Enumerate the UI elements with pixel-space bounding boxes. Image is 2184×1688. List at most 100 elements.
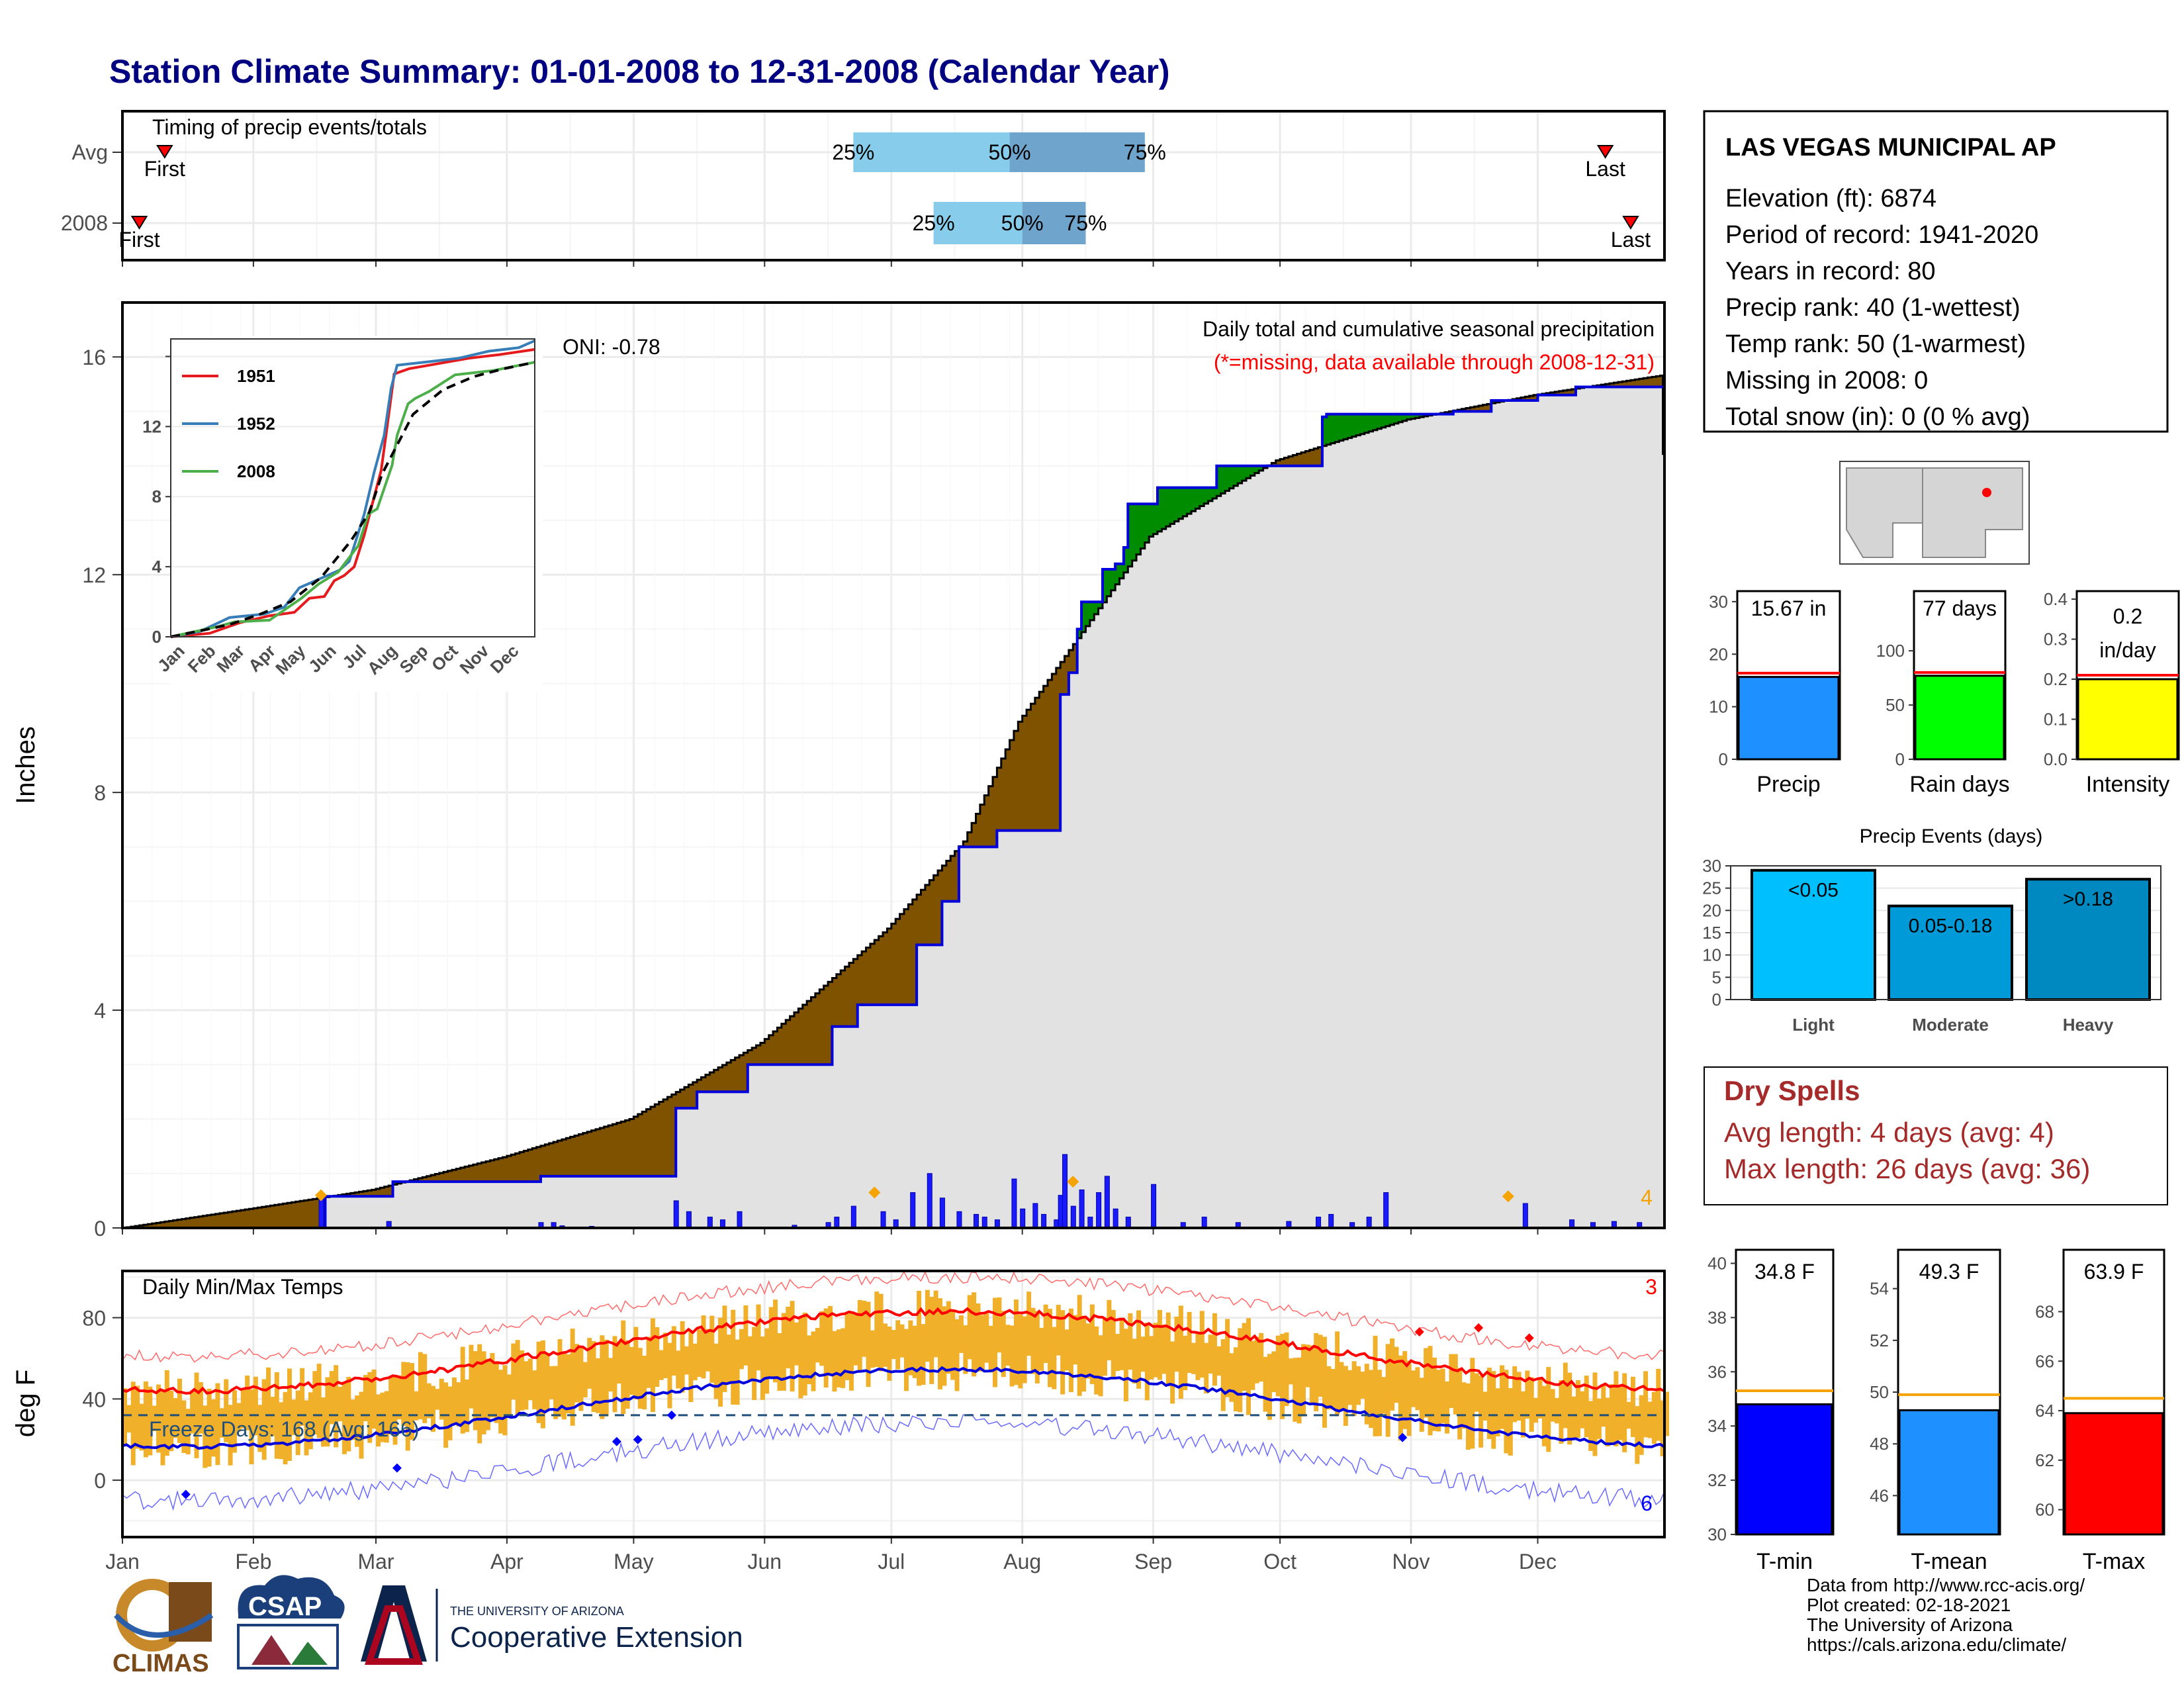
daily-temp-range-bar [414, 1391, 419, 1421]
surplus-area [1153, 504, 1158, 534]
total-tick-label: 100 [1876, 641, 1905, 661]
daily-temp-range-bar [355, 1395, 360, 1447]
month-label: Apr [490, 1550, 523, 1573]
temp-tick-label: 34 [1707, 1416, 1727, 1436]
daily-precip-bar [737, 1211, 743, 1229]
gray-cumulative-area [405, 1182, 410, 1228]
gray-cumulative-area [473, 1182, 478, 1228]
gray-cumulative-area [1056, 830, 1061, 1228]
deficit-area [1639, 379, 1644, 387]
daily-temp-range-bar [502, 1365, 508, 1436]
daily-temp-range-bar [972, 1292, 977, 1377]
gray-cumulative-area [1635, 387, 1640, 1228]
gray-cumulative-area [578, 1176, 584, 1228]
deficit-area [1647, 377, 1653, 387]
daily-temp-range-bar [625, 1340, 630, 1409]
deficit-area [1309, 449, 1314, 466]
daily-temp-range-bar [802, 1312, 807, 1396]
deficit-area [1293, 455, 1298, 466]
daily-temp-range-bar [1301, 1344, 1306, 1417]
total-value-label: in/day [2099, 638, 2156, 662]
daily-temp-range-bar [1660, 1400, 1665, 1456]
daily-temp-range-bar [253, 1376, 258, 1436]
temp-tick-label: 48 [1870, 1434, 1889, 1454]
inset-chart: 04812JanFebMarAprMayJunJulAugSepOctNovDe… [142, 336, 543, 692]
heavy-event-marker [1502, 1190, 1514, 1203]
record-low-line [122, 1413, 1665, 1511]
gray-cumulative-area [967, 847, 972, 1228]
deficit-area [1520, 397, 1525, 401]
daily-temp-range-bar [1567, 1372, 1572, 1445]
daily-temp-range-bar [958, 1315, 964, 1353]
deficit-area [173, 1220, 178, 1228]
daily-temp-range-bar [1390, 1338, 1395, 1411]
daily-temp-range-bar [1424, 1348, 1429, 1418]
gray-cumulative-area [976, 847, 981, 1228]
deficit-area [295, 1201, 300, 1228]
daily-temp-range-bar [126, 1405, 132, 1433]
daily-temp-range-bar [1406, 1360, 1412, 1436]
daily-temp-range-bar [334, 1365, 339, 1448]
deficit-area [1280, 459, 1285, 466]
daily-temp-range-bar [1563, 1362, 1568, 1429]
deficit-area [646, 1109, 651, 1176]
daily-temp-range-bar [612, 1336, 617, 1413]
gray-cumulative-area [1520, 400, 1525, 1228]
deficit-area [1064, 655, 1069, 695]
gray-cumulative-area [958, 847, 964, 1228]
gray-cumulative-area [587, 1176, 592, 1228]
daily-temp-range-bar [1009, 1325, 1015, 1387]
daily-temp-range-bar [232, 1390, 237, 1453]
daily-temp-range-bar [1445, 1381, 1450, 1434]
deficit-area [688, 1084, 694, 1109]
surplus-area [1406, 414, 1412, 420]
gray-cumulative-area [938, 945, 943, 1228]
gray-cumulative-area [874, 1004, 880, 1228]
daily-temp-range-bar [270, 1397, 275, 1436]
gray-cumulative-area [1364, 432, 1369, 1228]
y-tick-label: 4 [94, 999, 106, 1023]
deficit-area [274, 1205, 279, 1228]
timing-marker [1596, 145, 1614, 159]
daily-temp-range-bar [1153, 1323, 1158, 1378]
gray-cumulative-area [1326, 444, 1332, 1228]
station-info-box: LAS VEGAS MUNICIPAL AP Elevation (ft): 6… [1703, 110, 2169, 433]
surplus-area [1220, 465, 1226, 494]
csap-logo-text: CSAP [248, 1592, 322, 1621]
deficit-area [578, 1134, 584, 1176]
temp-value-label: 49.3 F [1919, 1260, 1979, 1284]
deficit-area [878, 936, 884, 1005]
daily-temp-range-bar [1343, 1366, 1348, 1427]
deficit-area [371, 1190, 377, 1197]
daily-temp-range-bar [790, 1301, 795, 1392]
station-info-line: Period of record: 1941-2020 [1725, 221, 2038, 249]
gray-cumulative-area [1259, 470, 1264, 1228]
gray-cumulative-area [1356, 435, 1361, 1228]
temp-tick-label: 40 [1707, 1253, 1727, 1273]
daily-temp-range-bar [396, 1375, 402, 1420]
deficit-area [718, 1067, 723, 1092]
daily-temp-range-bar [325, 1377, 330, 1447]
daily-temp-range-bar [798, 1317, 803, 1399]
p50-label: 50% [989, 140, 1031, 164]
gray-cumulative-area [866, 1004, 871, 1228]
gray-cumulative-area [1415, 418, 1420, 1228]
gray-cumulative-area [1343, 439, 1348, 1228]
gray-cumulative-area [1445, 414, 1450, 1229]
daily-temp-range-bar [1001, 1311, 1006, 1378]
deficit-area [194, 1217, 199, 1228]
month-label: Mar [357, 1550, 394, 1573]
gray-cumulative-area [1610, 387, 1614, 1228]
gray-cumulative-area [1461, 411, 1467, 1228]
daily-temp-range-bar [561, 1353, 567, 1420]
temp-tick-label: 46 [1870, 1485, 1889, 1505]
daily-temp-range-bar [261, 1379, 267, 1460]
total-tick-label: 0 [1719, 749, 1728, 769]
daily-temp-range-bar [439, 1378, 444, 1420]
y-tick-label: 0 [94, 1217, 106, 1241]
daily-temp-range-bar [1048, 1309, 1052, 1387]
surplus-area [1212, 487, 1217, 499]
gray-cumulative-area [933, 945, 938, 1228]
gray-cumulative-area [637, 1176, 643, 1228]
gray-cumulative-area [334, 1196, 339, 1228]
